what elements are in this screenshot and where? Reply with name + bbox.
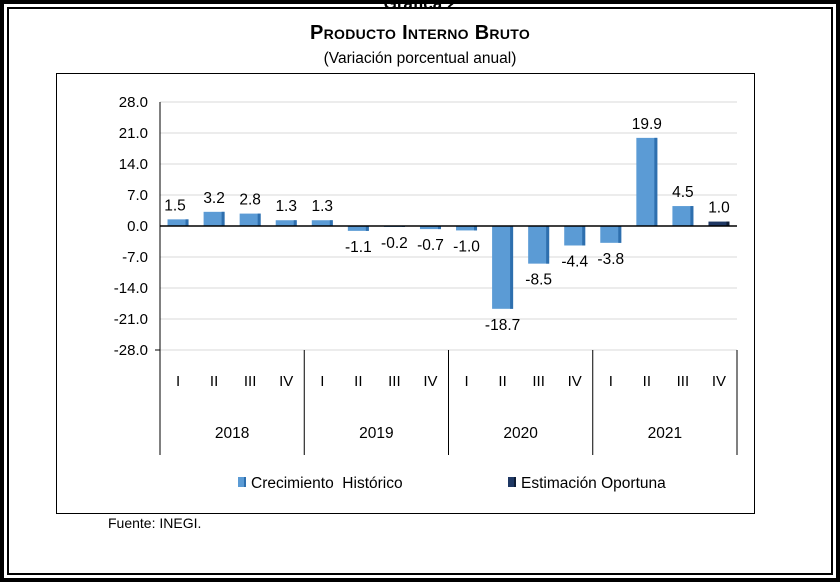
data-label: 19.9	[632, 116, 662, 133]
data-label: -4.4	[561, 253, 588, 270]
bar-side-historico	[329, 220, 333, 226]
quarter-label: IV	[279, 373, 293, 390]
data-label: 3.2	[203, 190, 225, 207]
bar-side-historico	[221, 211, 225, 226]
legend-label-oportuna: Estimación Oportuna	[521, 475, 666, 492]
data-label: 1.5	[164, 197, 186, 214]
y-tick-label: 14.0	[119, 156, 148, 173]
source-note: Fuente: INEGI.	[108, 515, 202, 531]
bar-side-historico	[546, 226, 550, 264]
data-label: -18.7	[485, 317, 520, 334]
bar-side-historico	[293, 220, 297, 226]
bar-side-historico	[257, 213, 261, 226]
bar-side-oportuna	[726, 221, 730, 226]
bar-historico	[492, 226, 514, 309]
quarter-label: III	[388, 373, 401, 390]
quarter-label: III	[244, 373, 257, 390]
data-label: 4.5	[672, 184, 694, 201]
bar-oportuna	[708, 221, 730, 226]
legend-swatch-side	[514, 477, 516, 487]
legend-label-historico: Crecimiento Histórico	[251, 475, 403, 492]
y-tick-label: 0.0	[127, 218, 148, 235]
bar-historico	[564, 226, 586, 246]
chart-subtitle: (Variación porcentual anual)	[323, 50, 517, 67]
chart-overline: Gráfica 2	[383, 0, 457, 13]
quarter-label: I	[609, 373, 613, 390]
bar-side-historico	[690, 206, 694, 226]
y-tick-label: -21.0	[114, 311, 148, 328]
bar-side-historico	[474, 226, 478, 231]
y-tick-label: 21.0	[119, 125, 148, 142]
quarter-label: IV	[712, 373, 726, 390]
bar-historico	[456, 226, 478, 231]
data-label: 2.8	[239, 192, 261, 209]
bar-historico	[167, 219, 189, 226]
quarter-label: III	[677, 373, 690, 390]
quarter-label: I	[320, 373, 324, 390]
quarter-label: III	[532, 373, 545, 390]
data-label: -3.8	[597, 251, 624, 268]
legend-swatch-historico	[238, 477, 246, 487]
data-label: -0.2	[381, 235, 408, 252]
legend-swatch-oportuna	[508, 477, 516, 487]
y-tick-label: 28.0	[119, 94, 148, 111]
data-label: 1.0	[708, 200, 730, 217]
quarter-label: II	[643, 373, 651, 390]
bar-historico	[672, 206, 694, 226]
bar-historico	[311, 220, 333, 226]
y-tick-label: -28.0	[114, 342, 148, 359]
data-label: -0.7	[417, 237, 444, 254]
data-label: 1.3	[275, 198, 297, 215]
quarter-label: I	[464, 373, 468, 390]
bar-historico	[275, 220, 297, 226]
y-tick-label: -7.0	[122, 249, 148, 266]
quarter-label: IV	[423, 373, 437, 390]
chart-title: Producto Interno Bruto	[309, 22, 531, 44]
bar-side-historico	[185, 219, 189, 226]
year-label: 2018	[215, 425, 249, 442]
data-label: 1.3	[312, 198, 334, 215]
data-label: -8.5	[525, 272, 552, 289]
data-label: -1.1	[345, 239, 372, 256]
bar-historico	[600, 226, 622, 243]
bar-side-historico	[618, 226, 622, 243]
y-tick-label: -14.0	[114, 280, 148, 297]
bar-historico	[528, 226, 550, 264]
bar-historico	[347, 226, 369, 231]
bar-side-historico	[582, 226, 586, 246]
bar-historico	[203, 211, 225, 226]
year-label: 2020	[503, 425, 538, 442]
quarter-label: I	[176, 373, 180, 390]
year-label: 2019	[359, 425, 393, 442]
bar-historico	[419, 226, 441, 230]
bar-side-historico	[365, 226, 369, 231]
bar-side-historico	[437, 226, 441, 230]
data-label: -1.0	[453, 238, 480, 255]
quarter-label: IV	[568, 373, 582, 390]
quarter-label: II	[498, 373, 506, 390]
bar-side-historico	[654, 137, 658, 226]
quarter-label: II	[210, 373, 218, 390]
bar-historico	[636, 137, 658, 226]
bar-side-historico	[510, 226, 514, 309]
bar-historico	[239, 213, 261, 226]
year-label: 2021	[648, 425, 682, 442]
legend-swatch-side	[244, 477, 246, 487]
y-tick-label: 7.0	[127, 187, 148, 204]
quarter-label: II	[354, 373, 362, 390]
